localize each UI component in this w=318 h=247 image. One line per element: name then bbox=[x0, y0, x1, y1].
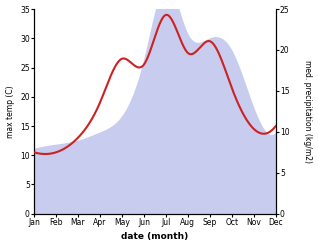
Y-axis label: max temp (C): max temp (C) bbox=[5, 85, 15, 138]
Y-axis label: med. precipitation (kg/m2): med. precipitation (kg/m2) bbox=[303, 60, 313, 163]
X-axis label: date (month): date (month) bbox=[121, 232, 189, 242]
